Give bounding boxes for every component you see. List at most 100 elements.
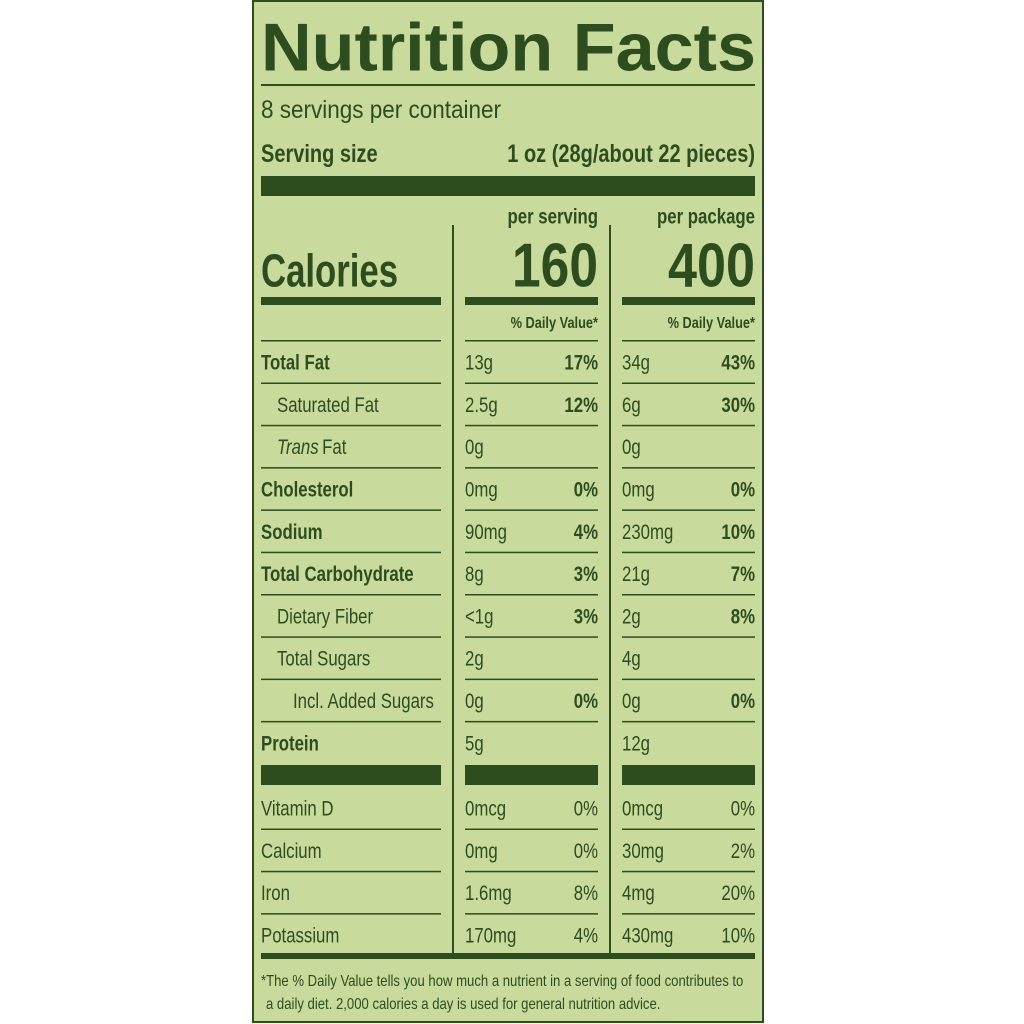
daily-value: 0% <box>731 479 755 502</box>
amount: 1.6mg <box>465 882 512 905</box>
row-rule <box>261 636 441 638</box>
footnote: *The % Daily Value tells you how much a … <box>261 973 743 990</box>
row-rule <box>622 340 755 342</box>
nutrient-name: Iron <box>261 882 290 905</box>
amount: <1g <box>465 606 493 629</box>
nutrient-name: Calcium <box>261 840 322 863</box>
daily-value: 8% <box>574 882 598 905</box>
nutrient-name: Vitamin D <box>261 798 333 821</box>
row-rule <box>261 509 441 511</box>
daily-value: 3% <box>574 606 598 629</box>
daily-value: 0% <box>574 479 598 502</box>
amount: 0mg <box>465 479 498 502</box>
daily-value: 43% <box>721 352 755 375</box>
amount: 2g <box>465 648 484 671</box>
row-rule <box>465 382 598 384</box>
row-rule <box>261 424 441 427</box>
amount: 230mg <box>622 521 673 544</box>
row-rule <box>622 382 755 384</box>
row-rule <box>622 424 755 427</box>
row-rule <box>261 551 441 554</box>
row-rule <box>465 678 598 681</box>
row-rule <box>465 594 598 596</box>
row-rule <box>622 594 755 596</box>
amount: 0g <box>622 690 641 713</box>
row-rule <box>622 913 755 915</box>
daily-value: 0% <box>574 840 598 863</box>
row-rule <box>261 594 441 596</box>
amount: 30mg <box>622 840 664 863</box>
row-rule <box>465 913 598 915</box>
amount: 5g <box>465 733 484 756</box>
row-rule <box>622 720 755 723</box>
nutrient-name: Potassium <box>261 925 339 948</box>
row-rule <box>465 870 598 873</box>
amount: 12g <box>622 733 650 756</box>
thick-bar <box>465 765 598 785</box>
amount: 0g <box>465 690 484 713</box>
thick-bar <box>622 765 755 785</box>
daily-value: 4% <box>574 925 598 948</box>
amount: 34g <box>622 352 650 375</box>
title: Nutrition Facts <box>261 9 756 85</box>
thick-bar <box>261 765 441 785</box>
nutrient-name: Fat <box>322 436 347 459</box>
serving-size-value: 1 oz (28g/about 22 pieces) <box>507 140 755 168</box>
column-header: per serving <box>508 206 598 229</box>
calories-label: Calories <box>261 245 398 297</box>
nutrient-name: Total Carbohydrate <box>261 563 414 586</box>
amount: 0g <box>465 436 484 459</box>
amount: 170mg <box>465 925 516 948</box>
daily-value: 4% <box>574 521 598 544</box>
amount: 0g <box>622 436 641 459</box>
row-rule <box>261 828 441 830</box>
amount: 6g <box>622 394 641 417</box>
row-rule <box>261 720 441 723</box>
nutrient-name: Saturated Fat <box>277 394 379 417</box>
row-rule <box>465 424 598 427</box>
medium-bar <box>261 297 441 305</box>
daily-value: 12% <box>564 394 598 417</box>
row-rule <box>261 913 441 915</box>
row-rule <box>261 382 441 384</box>
row-rule <box>622 509 755 511</box>
daily-value: 7% <box>731 563 755 586</box>
daily-value: 0% <box>574 798 598 821</box>
nutrient-name: Protein <box>261 733 319 756</box>
daily-value-header: % Daily Value* <box>668 315 756 333</box>
footnote: a daily diet. 2,000 calories a day is us… <box>266 996 660 1013</box>
rule <box>261 84 755 86</box>
nutrient-name: Total Fat <box>261 352 330 375</box>
daily-value: 10% <box>721 925 755 948</box>
amount: 0mcg <box>465 798 506 821</box>
row-rule <box>465 551 598 554</box>
medium-bar <box>261 953 755 959</box>
serving-size-label: Serving size <box>261 140 378 168</box>
thick-bar <box>261 176 755 196</box>
nutrient-name: Incl. Added Sugars <box>293 690 434 713</box>
amount: 430mg <box>622 925 673 948</box>
calories-value: 160 <box>512 231 598 300</box>
daily-value: 17% <box>564 352 598 375</box>
medium-bar <box>622 297 755 305</box>
row-rule <box>261 467 441 469</box>
amount: 0mcg <box>622 798 663 821</box>
amount: 4mg <box>622 882 655 905</box>
nutrient-name: Sodium <box>261 521 323 544</box>
amount: 0mg <box>622 479 655 502</box>
row-rule <box>622 636 755 638</box>
daily-value-header: % Daily Value* <box>511 315 599 333</box>
calories-value: 400 <box>668 231 755 300</box>
label-panel <box>252 0 764 1023</box>
amount: 90mg <box>465 521 507 544</box>
row-rule <box>465 828 598 830</box>
row-rule <box>465 720 598 723</box>
column-header: per package <box>657 206 755 229</box>
amount: 2g <box>622 606 641 629</box>
daily-value: 8% <box>731 606 755 629</box>
row-rule <box>622 551 755 554</box>
nutrient-name: Dietary Fiber <box>277 606 374 629</box>
row-rule <box>622 467 755 469</box>
nutrient-name: Total Sugars <box>277 648 370 671</box>
